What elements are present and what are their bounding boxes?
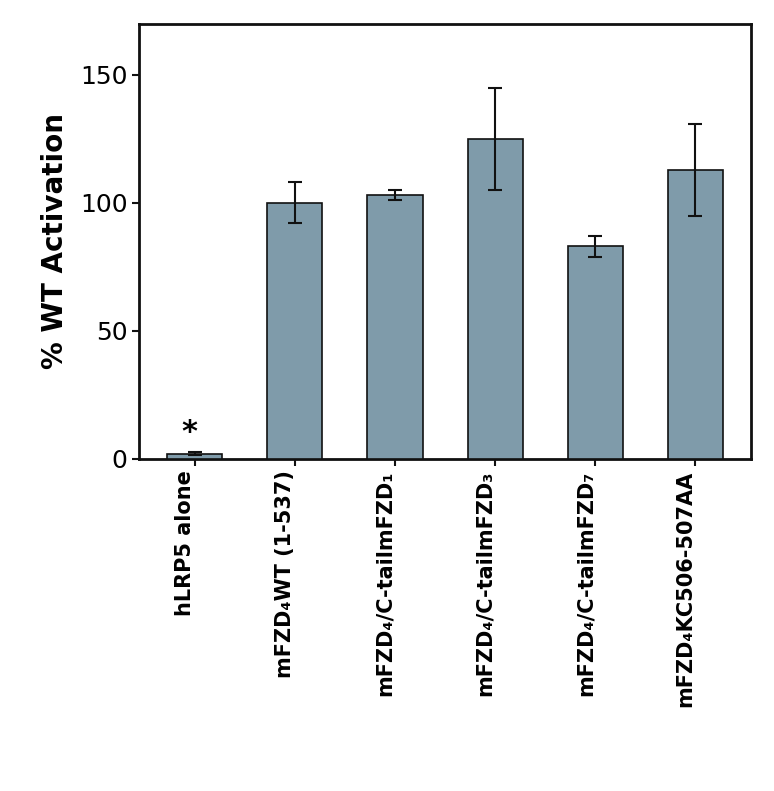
Y-axis label: % WT Activation: % WT Activation [41,113,69,369]
Bar [467,139,522,459]
Bar [368,195,423,459]
Bar [267,202,322,459]
Bar [167,454,222,459]
Text: *: * [182,418,197,447]
Bar [668,169,723,459]
Bar [568,246,623,459]
